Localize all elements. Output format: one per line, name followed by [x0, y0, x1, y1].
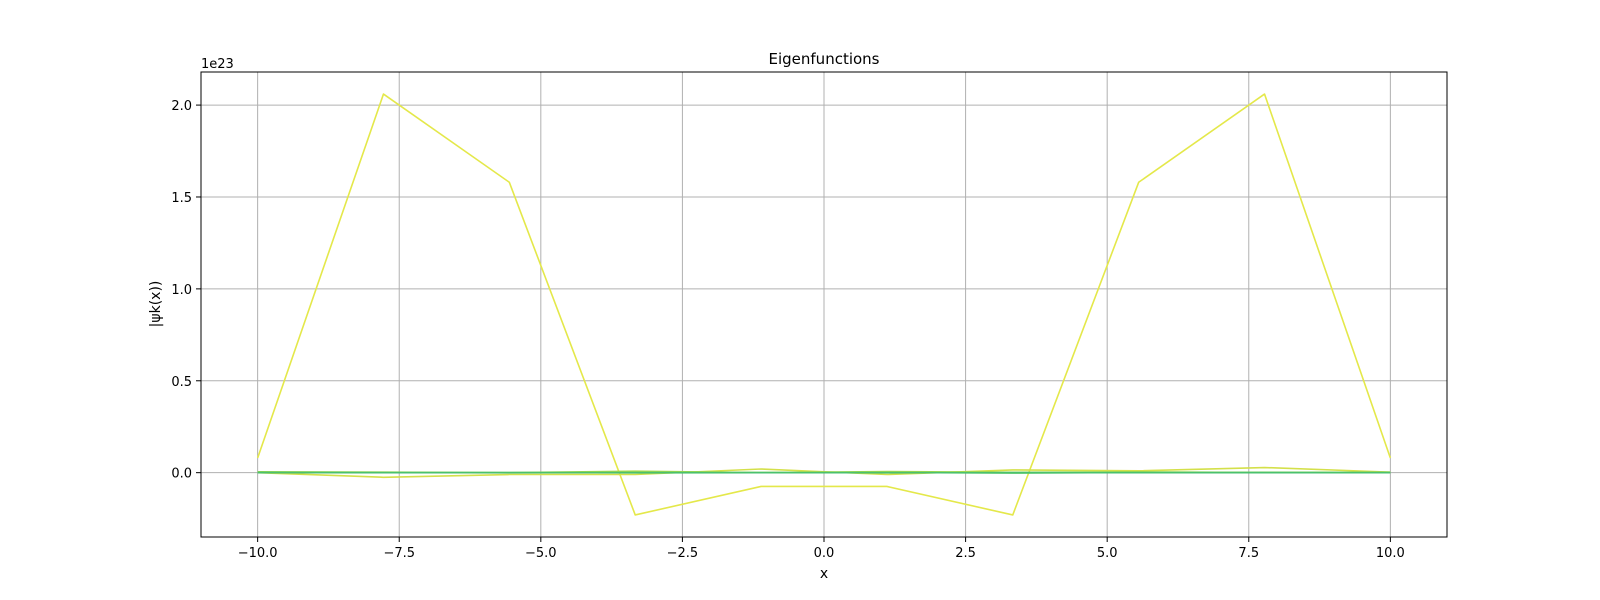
y-tick-label: 0.0: [171, 467, 192, 482]
y-tick-label: 2.0: [171, 99, 192, 114]
series-line-1: [256, 93, 1392, 516]
y-tick-label: 0.5: [171, 375, 192, 390]
series-lines: [256, 93, 1392, 516]
chart-title: Eigenfunctions: [769, 50, 880, 68]
x-tick-label: 10.0: [1376, 546, 1405, 561]
x-tick-label: −2.5: [667, 546, 699, 561]
x-tick-label: 5.0: [1097, 546, 1118, 561]
x-tick-label: −5.0: [525, 546, 557, 561]
y-scale-label: 1e23: [201, 57, 234, 72]
x-tick-label: 7.5: [1238, 546, 1259, 561]
x-axis-label: x: [820, 566, 828, 582]
x-tick-label: −10.0: [238, 546, 278, 561]
x-tick-label: −7.5: [383, 546, 415, 561]
x-tick-label: 0.0: [814, 546, 835, 561]
y-axis-label: |ψk(x)): [148, 281, 164, 328]
ticks: −10.0 −7.5 −5.0 −2.5 0.0 2.5 5.0 7.5 10.0 0.0 0.5 1…: [171, 99, 1405, 561]
x-tick-label: 2.5: [955, 546, 976, 561]
y-tick-label: 1.0: [171, 283, 192, 298]
y-tick-label: 1.5: [171, 191, 192, 206]
